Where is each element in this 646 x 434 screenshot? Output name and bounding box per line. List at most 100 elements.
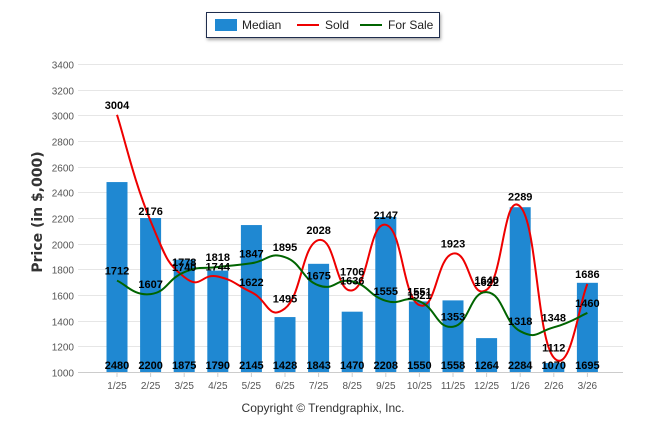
- bar-median: [274, 317, 296, 372]
- data-label-for-sale: 1555: [374, 286, 398, 298]
- data-label-for-sale: 1895: [273, 242, 297, 254]
- y-tick-label: 3400: [52, 61, 75, 72]
- legend: Median Sold For Sale: [206, 12, 440, 38]
- data-label-median: 1875: [172, 360, 196, 372]
- data-label-for-sale: 1551: [407, 286, 431, 298]
- y-tick-label: 1800: [52, 266, 75, 277]
- data-label-for-sale: 1622: [474, 277, 498, 289]
- data-label-for-sale: 1706: [340, 266, 364, 278]
- legend-item-sold[interactable]: Sold: [297, 18, 349, 32]
- y-tick-label: 1400: [52, 318, 75, 329]
- bar-median: [341, 311, 363, 372]
- data-label-median: 2284: [508, 360, 533, 372]
- data-label-for-sale: 1847: [239, 248, 263, 260]
- legend-label-sold: Sold: [325, 18, 350, 32]
- data-label-median: 1843: [306, 360, 330, 372]
- data-label-for-sale: 1460: [575, 298, 599, 310]
- data-label-median: 2200: [138, 360, 162, 372]
- y-axis-ticks: 1000 1200 1400 1600 1800 2000 2200 2400 2600 2800…: [52, 61, 75, 380]
- data-label-for-sale: 1607: [138, 279, 162, 291]
- copyright: Copyright © Trendgraphix, Inc.: [241, 401, 405, 415]
- y-axis-title: Price (in $,000): [30, 151, 46, 273]
- data-label-median: 1470: [340, 360, 364, 372]
- series-lines: [116, 114, 589, 362]
- x-tick-label: 10/25: [407, 381, 432, 392]
- y-tick-label: 3200: [52, 87, 75, 98]
- y-tick-label: 2600: [52, 164, 75, 175]
- legend-label-median: Median: [242, 18, 282, 32]
- y-tick-label: 2400: [52, 189, 75, 200]
- data-label-sold: 3004: [105, 100, 130, 112]
- data-label-sold: 1495: [273, 293, 297, 305]
- data-label-sold: 2176: [138, 206, 162, 218]
- y-tick-label: 2200: [52, 215, 75, 226]
- line-for-sale: [116, 254, 588, 337]
- x-tick-label: 3/25: [174, 381, 194, 392]
- x-tick-label: 1/25: [107, 381, 127, 392]
- data-labels: 2480 2200 1875 1790 2145 1428 1843 1470 2208 1550…: [105, 100, 600, 372]
- data-label-sold: 1686: [575, 269, 599, 281]
- data-label-median: 2208: [374, 360, 398, 372]
- bar-median: [442, 300, 464, 372]
- data-label-sold: 1622: [239, 277, 263, 289]
- data-label-sold: 1636: [340, 275, 364, 287]
- bar-median: [476, 338, 498, 372]
- legend-item-for-sale[interactable]: For Sale: [360, 18, 433, 32]
- data-label-for-sale: 1318: [508, 316, 532, 328]
- x-tick-label: 3/26: [578, 381, 598, 392]
- legend-swatch-median: [215, 19, 237, 31]
- data-label-sold: 1923: [441, 239, 465, 251]
- data-label-for-sale: 1778: [172, 257, 196, 269]
- data-label-median: 1428: [273, 360, 297, 372]
- bar-median: [308, 263, 330, 372]
- bar-median: [543, 363, 565, 372]
- data-label-for-sale: 1712: [105, 266, 129, 278]
- x-tick-label: 8/25: [342, 381, 362, 392]
- data-label-sold: 1744: [206, 262, 231, 274]
- data-label-for-sale: 1818: [206, 252, 230, 264]
- data-label-median: 2145: [239, 360, 263, 372]
- bar-median: [207, 270, 229, 372]
- data-label-for-sale: 1348: [542, 312, 566, 324]
- data-label-sold: 2028: [306, 225, 330, 237]
- data-label-median: 1070: [542, 360, 566, 372]
- x-tick-label: 12/25: [474, 381, 499, 392]
- x-tick-label: 9/25: [376, 381, 396, 392]
- data-label-sold: 1640: [474, 275, 498, 287]
- y-tick-label: 3000: [52, 112, 75, 123]
- bar-median: [173, 259, 195, 372]
- data-label-sold: 1112: [542, 343, 565, 355]
- data-label-median: 1790: [206, 360, 230, 372]
- data-label-for-sale: 1675: [306, 270, 330, 282]
- data-label-sold: 2289: [508, 192, 532, 204]
- x-tick-label: 4/25: [208, 381, 228, 392]
- y-tick-label: 1200: [52, 343, 75, 354]
- data-label-median: 2480: [105, 360, 129, 372]
- legend-swatch-sold: [297, 24, 319, 26]
- data-label-sold: 2147: [374, 210, 398, 222]
- data-label-sold: 1521: [407, 290, 431, 302]
- legend-item-median[interactable]: Median: [215, 18, 281, 32]
- bar-median: [106, 182, 128, 372]
- y-tick-label: 1600: [52, 292, 75, 303]
- legend-label-for-sale: For Sale: [388, 18, 434, 32]
- data-label-median: 1695: [575, 360, 599, 372]
- data-label-median: 1264: [474, 360, 499, 372]
- line-sold: [116, 114, 589, 362]
- x-tick-label: 2/26: [544, 381, 564, 392]
- legend-swatch-for-sale: [360, 24, 382, 26]
- y-tick-label: 2800: [52, 138, 75, 149]
- x-tick-label: 11/25: [441, 381, 466, 392]
- bar-median: [408, 301, 430, 372]
- y-tick-label: 2000: [52, 241, 75, 252]
- x-tick-label: 2/25: [141, 381, 161, 392]
- x-tick-label: 6/25: [275, 381, 295, 392]
- x-axis-ticks: 1/25 2/25 3/25 4/25 5/25 6/25 7/25 8/25 9/25 10/2…: [107, 372, 598, 392]
- data-label-for-sale: 1353: [441, 312, 465, 324]
- bar-median: [509, 207, 531, 372]
- bar-median: [375, 216, 397, 372]
- data-label-sold: 1740: [172, 262, 196, 274]
- y-tick-label: 1000: [52, 369, 75, 380]
- bar-median: [576, 282, 598, 372]
